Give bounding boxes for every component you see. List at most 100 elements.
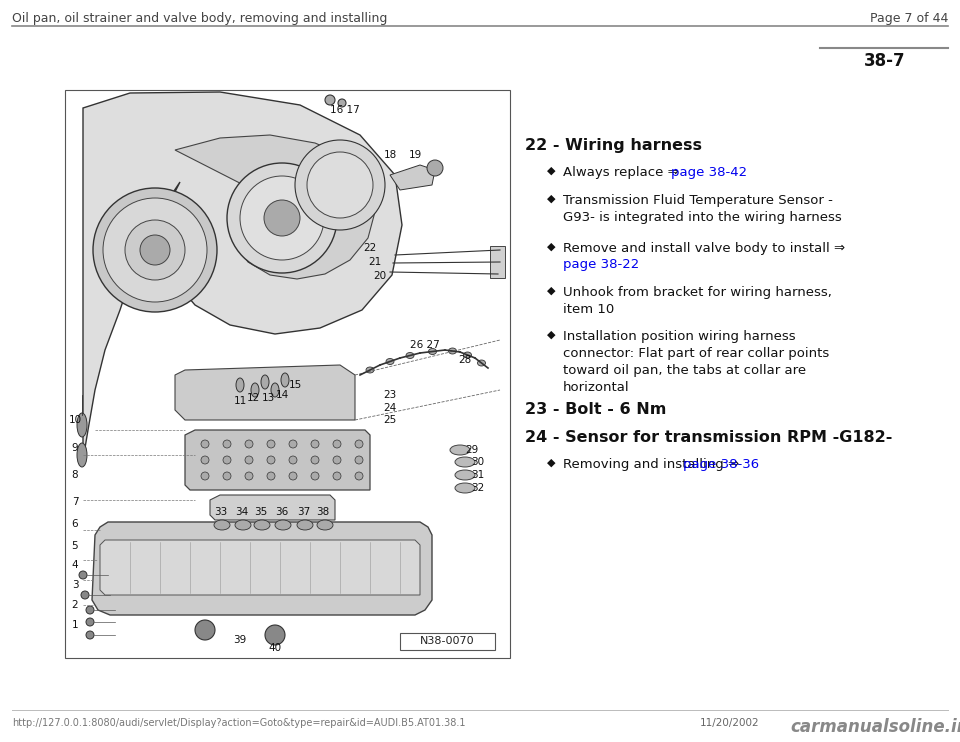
Text: Page 7 of 44: Page 7 of 44 [870, 12, 948, 25]
Ellipse shape [338, 99, 346, 107]
Text: page 38-22: page 38-22 [563, 258, 639, 271]
Text: 21: 21 [369, 257, 382, 267]
Text: 16 17: 16 17 [330, 105, 360, 115]
Text: Unhook from bracket for wiring harness,
item 10: Unhook from bracket for wiring harness, … [563, 286, 832, 316]
Ellipse shape [267, 472, 275, 480]
Ellipse shape [223, 472, 231, 480]
Text: 38-7: 38-7 [864, 52, 906, 70]
Text: 23 - Bolt - 6 Nm: 23 - Bolt - 6 Nm [525, 402, 666, 417]
Text: 25: 25 [383, 415, 396, 425]
Text: Installation position wiring harness
connector: Flat part of rear collar points
: Installation position wiring harness con… [563, 330, 829, 394]
Text: 10: 10 [68, 415, 82, 425]
Text: ◆: ◆ [547, 330, 556, 340]
Text: 34: 34 [235, 507, 249, 517]
Ellipse shape [254, 520, 270, 530]
Ellipse shape [77, 413, 87, 437]
Ellipse shape [267, 440, 275, 448]
Ellipse shape [333, 472, 341, 480]
Text: 32: 32 [471, 483, 485, 493]
Text: 28: 28 [458, 355, 471, 365]
Text: 11/20/2002: 11/20/2002 [700, 718, 759, 728]
Text: N38-0070: N38-0070 [420, 636, 474, 646]
Text: carmanualsoline.info: carmanualsoline.info [790, 718, 960, 736]
Text: Always replace ⇒: Always replace ⇒ [563, 166, 683, 179]
Text: Remove and install valve body to install ⇒: Remove and install valve body to install… [563, 242, 845, 255]
Ellipse shape [428, 349, 437, 355]
Text: 19: 19 [408, 150, 421, 160]
Text: 6: 6 [72, 519, 79, 529]
Ellipse shape [86, 606, 94, 614]
Ellipse shape [366, 367, 374, 373]
Ellipse shape [79, 571, 87, 579]
Ellipse shape [325, 95, 335, 105]
FancyBboxPatch shape [65, 90, 510, 658]
Text: 35: 35 [254, 507, 268, 517]
Ellipse shape [81, 591, 89, 599]
Ellipse shape [448, 348, 457, 354]
Ellipse shape [311, 456, 319, 464]
Polygon shape [490, 246, 505, 278]
Ellipse shape [271, 383, 279, 397]
Ellipse shape [477, 360, 486, 366]
FancyBboxPatch shape [400, 633, 495, 650]
Ellipse shape [245, 472, 253, 480]
Text: 12: 12 [247, 393, 259, 403]
Ellipse shape [245, 456, 253, 464]
Text: 9: 9 [72, 443, 79, 453]
Ellipse shape [251, 383, 259, 397]
Ellipse shape [311, 440, 319, 448]
Text: 37: 37 [298, 507, 311, 517]
Text: 36: 36 [276, 507, 289, 517]
Ellipse shape [295, 140, 385, 230]
Text: ◆: ◆ [547, 458, 556, 468]
Text: 1: 1 [72, 620, 79, 630]
Ellipse shape [227, 163, 337, 273]
Polygon shape [390, 165, 435, 190]
Text: 23: 23 [383, 390, 396, 400]
Ellipse shape [275, 520, 291, 530]
Ellipse shape [406, 352, 414, 358]
Text: 5: 5 [72, 541, 79, 551]
Ellipse shape [235, 520, 251, 530]
Text: 29: 29 [466, 445, 479, 455]
Polygon shape [210, 495, 335, 520]
Text: page 38-36: page 38-36 [683, 458, 759, 471]
Text: ◆: ◆ [547, 242, 556, 252]
Ellipse shape [265, 625, 285, 645]
Ellipse shape [267, 456, 275, 464]
Ellipse shape [355, 472, 363, 480]
Ellipse shape [223, 440, 231, 448]
Text: Transmission Fluid Temperature Sensor -
G93- is integrated into the wiring harne: Transmission Fluid Temperature Sensor - … [563, 194, 842, 224]
Text: 22: 22 [364, 243, 376, 253]
Ellipse shape [455, 457, 475, 467]
Ellipse shape [125, 220, 185, 280]
Text: 13: 13 [261, 393, 275, 403]
Polygon shape [83, 92, 402, 460]
Text: 18: 18 [383, 150, 396, 160]
Ellipse shape [297, 520, 313, 530]
Ellipse shape [223, 456, 231, 464]
Text: 33: 33 [214, 507, 228, 517]
Text: ◆: ◆ [547, 166, 556, 176]
Ellipse shape [140, 235, 170, 265]
Ellipse shape [427, 160, 443, 176]
Text: Oil pan, oil strainer and valve body, removing and installing: Oil pan, oil strainer and valve body, re… [12, 12, 388, 25]
Ellipse shape [77, 443, 87, 467]
Text: ◆: ◆ [547, 286, 556, 296]
Ellipse shape [289, 472, 297, 480]
Ellipse shape [311, 472, 319, 480]
Text: page 38-42: page 38-42 [671, 166, 747, 179]
Text: 31: 31 [471, 470, 485, 480]
Ellipse shape [264, 200, 300, 236]
Ellipse shape [333, 440, 341, 448]
Text: 15: 15 [288, 380, 301, 390]
Ellipse shape [93, 188, 217, 312]
Ellipse shape [307, 152, 373, 218]
Text: 14: 14 [276, 390, 289, 400]
Ellipse shape [455, 470, 475, 480]
Ellipse shape [103, 198, 207, 302]
Ellipse shape [386, 358, 394, 364]
Text: 20: 20 [373, 271, 387, 281]
Ellipse shape [214, 520, 230, 530]
Text: 24: 24 [383, 403, 396, 413]
